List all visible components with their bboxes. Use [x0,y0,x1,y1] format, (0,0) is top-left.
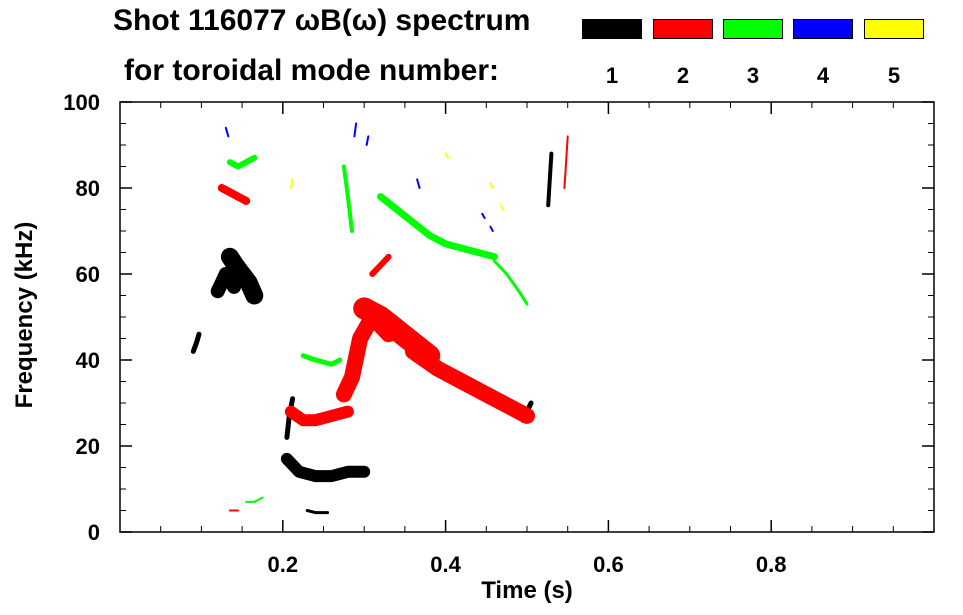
mode-3-trace-3 [341,164,354,233]
mode-1-trace-2 [210,267,241,299]
series-mode-2 [217,135,569,512]
legend-swatch-2 [653,19,713,39]
mode-1-trace-1 [190,331,202,354]
mode-3-trace-2 [300,353,343,367]
x-axis-label: Time (s) [481,577,573,604]
mode-2-trace-7 [563,135,569,189]
chart-title: Shot 116077 ωB(ω) spectrum [113,4,531,37]
mode-4-trace-2 [353,122,358,138]
y-tick-label: 0 [88,520,100,545]
series-mode-1 [190,151,554,515]
legend-swatch-4 [793,19,853,39]
mode-4-trace-1 [224,126,230,138]
mode-1-trace-8 [546,151,554,208]
x-tick-label: 0.2 [268,552,299,577]
y-tick-label: 100 [63,90,100,115]
mode-3-trace-5 [492,259,529,306]
legend-swatch-1 [582,19,642,39]
legend-label-1: 1 [605,63,619,88]
x-tick-label: 0.4 [430,552,461,577]
mode-3-trace-6 [245,496,264,503]
mode-4-trace-6 [489,225,494,232]
series-mode-5 [289,152,504,211]
mode-2-trace-2 [284,405,354,427]
x-tick-label: 0.6 [593,552,624,577]
mode-1-trace-6 [305,509,330,515]
legend-label-3: 3 [746,63,760,88]
y-axis-label: Frequency (kHz) [11,222,38,409]
y-tick-label: 80 [76,176,100,201]
mode-5-trace-4 [500,204,504,211]
legend-swatch-3 [723,19,783,39]
mode-1-trace-4 [280,452,371,483]
mode-5-trace-2 [444,152,449,159]
y-tick-label: 40 [76,348,100,373]
mode-1-trace-3 [220,247,264,305]
mode-4-trace-4 [416,178,421,189]
series-mode-4 [224,122,494,232]
axes-layer: 0.2 0.4 0.6 0.8 0 20 40 60 80 100 [63,90,935,577]
mode-2-trace-6 [369,253,392,277]
mode-4-trace-5 [481,212,486,220]
mode-2-trace-1 [217,184,251,205]
mode-3-trace-1 [226,154,258,170]
mode-2-trace-5 [405,343,535,424]
mode-5-trace-3 [489,182,494,189]
mode-3-trace-4 [377,193,498,261]
series-mode-3 [226,154,529,503]
x-tick-label: 0.8 [756,552,787,577]
legend-label-4: 4 [816,63,830,88]
mode-4-trace-3 [365,135,370,146]
y-tick-label: 60 [76,262,100,287]
mode-5-trace-1 [289,178,294,189]
y-tick-label: 20 [76,434,100,459]
legend-label-5: 5 [887,63,901,88]
spectrum-series-layer [190,122,569,515]
chart-subtitle: for toroidal mode number: [124,54,499,87]
legend-label-2: 2 [676,63,690,88]
legend-swatch-5 [864,19,924,39]
